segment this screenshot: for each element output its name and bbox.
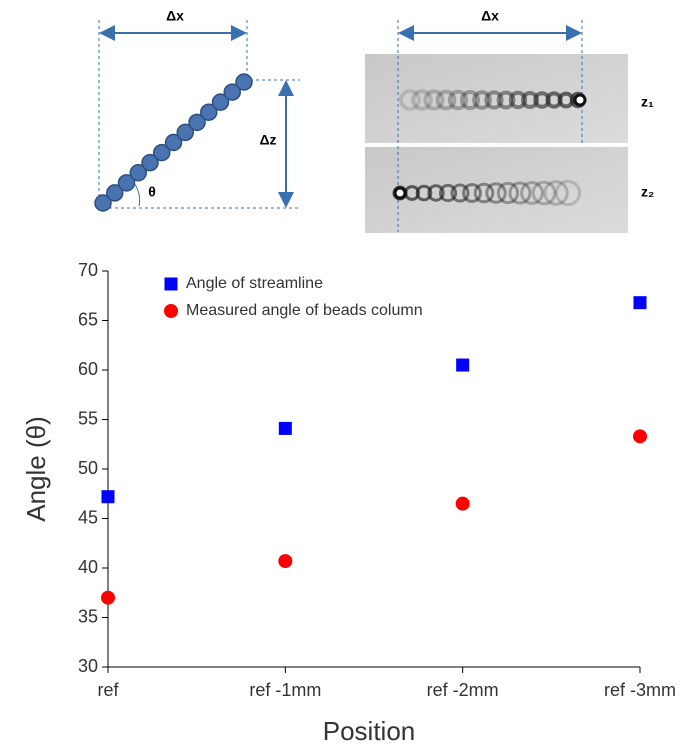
- chart: 30 35 40 45 50 55 60 65 70 ref ref -1mm ref -2mm ref…: [21, 260, 676, 746]
- bead-image: [399, 89, 421, 111]
- bead-image: [484, 90, 504, 110]
- diagram: [94, 20, 628, 233]
- legend-symbol: [164, 277, 178, 291]
- y-tick-label: 35: [78, 606, 98, 626]
- point: [633, 296, 647, 310]
- legend-symbol: [164, 304, 178, 318]
- x-tick-label: ref: [97, 680, 119, 700]
- legend-label: Angle of streamline: [186, 275, 323, 292]
- bead-image: [554, 179, 582, 207]
- bead: [94, 194, 112, 212]
- bead: [141, 153, 159, 172]
- label: Δx: [481, 8, 499, 24]
- bead-image: [411, 89, 433, 111]
- x-tick-label: ref -3mm: [604, 680, 676, 700]
- bead: [164, 133, 183, 152]
- bead-image: [447, 89, 469, 111]
- legend-label: Measured angle of beads column: [186, 302, 423, 319]
- bead-image: [415, 184, 433, 202]
- bead-image: [496, 181, 520, 205]
- x-tick-label: ref -1mm: [249, 680, 321, 700]
- bead-image: [496, 90, 516, 110]
- label: Δx: [166, 8, 184, 24]
- label: z₁: [641, 94, 654, 110]
- y-tick-label: 70: [78, 260, 98, 280]
- y-tick-label: 45: [78, 507, 98, 527]
- bead-image: [460, 90, 480, 110]
- bead-image: [543, 180, 569, 206]
- bead-image: [438, 183, 458, 203]
- y-tick-label: 65: [78, 309, 98, 329]
- point: [456, 358, 470, 372]
- bead-image: [520, 181, 544, 205]
- x-axis-label: Position: [323, 716, 416, 746]
- bead-image: [462, 183, 482, 203]
- bead-image: [508, 181, 532, 205]
- bead: [235, 73, 253, 91]
- bead: [188, 113, 206, 132]
- y-tick-label: 40: [78, 557, 98, 577]
- y-tick-label: 60: [78, 359, 98, 379]
- point: [101, 590, 115, 605]
- bead-image: [508, 90, 528, 110]
- label: θ: [148, 184, 156, 200]
- bead: [211, 93, 230, 111]
- bead-image: [423, 89, 445, 111]
- bead: [200, 103, 218, 121]
- bead-image: [427, 184, 445, 202]
- bead-image: [450, 183, 470, 203]
- bead: [176, 123, 194, 142]
- bead-image: [531, 180, 557, 206]
- label: z₂: [641, 184, 654, 200]
- y-axis-label: Angle (θ): [21, 416, 51, 522]
- label: Δz: [259, 132, 276, 148]
- point: [455, 496, 470, 511]
- point: [633, 429, 647, 444]
- bead: [223, 83, 241, 101]
- bead: [117, 174, 136, 192]
- y-tick-label: 55: [78, 408, 98, 428]
- bead-image: [393, 186, 407, 200]
- bead-image: [485, 182, 507, 204]
- micrograph: [365, 54, 628, 143]
- bead: [153, 143, 171, 162]
- bead-image: [473, 182, 495, 204]
- angle-arc: [133, 182, 140, 207]
- bead-image: [573, 93, 587, 107]
- y-tick-label: 30: [78, 656, 98, 676]
- bead-image: [435, 89, 457, 111]
- y-tick-label: 50: [78, 458, 98, 478]
- x-tick-label: ref -2mm: [427, 680, 499, 700]
- bead-image: [472, 90, 492, 110]
- point: [278, 421, 292, 435]
- bead: [106, 184, 124, 202]
- micrograph: [365, 147, 628, 233]
- point: [101, 490, 115, 504]
- point: [278, 554, 293, 569]
- bead: [129, 164, 147, 182]
